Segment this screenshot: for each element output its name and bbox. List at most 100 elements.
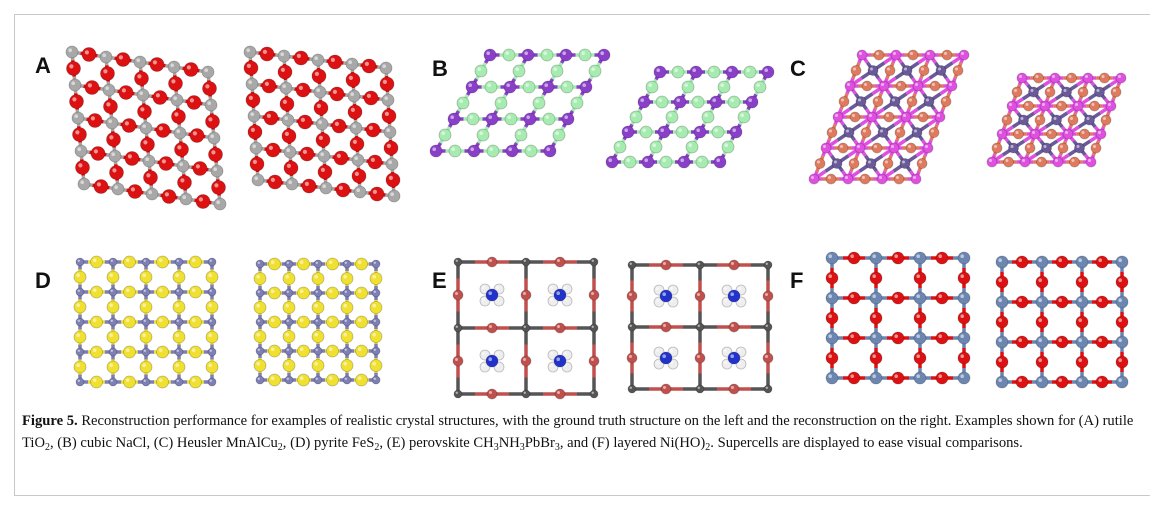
atom-highlight: [1011, 145, 1014, 148]
atom-highlight: [455, 358, 458, 361]
atom: [487, 257, 497, 267]
atom: [579, 49, 591, 61]
atom-highlight: [629, 293, 632, 296]
atom-highlight: [998, 358, 1002, 362]
atom: [184, 63, 198, 77]
atom: [208, 132, 220, 144]
atom-highlight: [920, 114, 923, 117]
atom: [356, 258, 368, 270]
atom-highlight: [371, 158, 375, 162]
atom-highlight: [885, 161, 888, 164]
atom: [208, 378, 216, 386]
atom-highlight: [142, 124, 146, 128]
atom: [646, 81, 658, 93]
caption-text: NH: [499, 435, 520, 451]
atom-highlight: [680, 158, 684, 162]
atom: [372, 260, 380, 268]
atom-highlight: [300, 347, 304, 351]
atom: [206, 115, 220, 129]
atom-highlight: [382, 64, 386, 68]
atom: [555, 323, 565, 333]
atom-highlight: [872, 314, 876, 318]
atom-highlight: [535, 99, 539, 103]
atom: [122, 119, 136, 133]
atom: [1116, 376, 1128, 388]
atom-highlight: [486, 51, 490, 55]
atom: [1078, 87, 1088, 97]
atom-highlight: [714, 128, 718, 132]
atom-highlight: [1118, 358, 1122, 362]
atom: [832, 159, 842, 169]
atom-highlight: [350, 92, 354, 96]
atom-highlight: [557, 325, 560, 328]
atom-highlight: [524, 51, 528, 55]
atom: [370, 273, 382, 285]
atom-highlight: [1118, 318, 1122, 322]
atom-highlight: [299, 86, 303, 90]
atom-highlight: [489, 325, 492, 328]
atom-highlight: [546, 147, 550, 151]
atom-highlight: [880, 130, 883, 133]
atom-highlight: [525, 83, 529, 87]
atom: [878, 128, 888, 138]
atom: [763, 291, 773, 301]
atom: [343, 260, 351, 268]
atom: [368, 155, 382, 169]
atom: [589, 356, 599, 366]
atom: [140, 331, 152, 343]
atom: [76, 161, 90, 175]
panel-label: C: [790, 56, 806, 81]
atom-highlight: [146, 173, 150, 177]
atom: [283, 360, 295, 372]
atom: [1068, 115, 1078, 125]
atom: [168, 61, 180, 73]
atom-highlight: [281, 68, 285, 72]
atom-highlight: [256, 304, 260, 308]
atom: [107, 133, 121, 147]
atom-highlight: [544, 83, 548, 87]
atom-highlight: [76, 333, 80, 337]
atom-highlight: [872, 354, 876, 358]
atom: [996, 336, 1008, 348]
atom: [873, 97, 883, 107]
atom: [352, 169, 366, 183]
atom: [366, 123, 380, 137]
atom: [628, 323, 636, 331]
atom: [107, 331, 119, 343]
atom: [1053, 157, 1063, 167]
atom-highlight: [208, 303, 212, 307]
atom-highlight: [919, 161, 922, 164]
atom-highlight: [386, 128, 390, 132]
atom: [298, 316, 310, 328]
atom-highlight: [555, 131, 559, 135]
atom-highlight: [663, 324, 666, 327]
atom: [283, 331, 295, 343]
atom-highlight: [960, 314, 964, 318]
atom: [1056, 296, 1068, 308]
atom-highlight: [656, 287, 659, 290]
atom: [173, 331, 185, 343]
figure-caption: Figure 5. Reconstruction performance for…: [22, 410, 1134, 454]
atom-highlight: [564, 352, 567, 355]
atom-highlight: [630, 325, 632, 327]
atom: [722, 141, 734, 153]
atom: [918, 112, 928, 122]
atom-highlight: [926, 99, 929, 102]
atom-highlight: [354, 156, 358, 160]
atom-highlight: [258, 291, 260, 293]
atom-highlight: [684, 83, 688, 87]
atom: [666, 111, 678, 123]
atom: [298, 258, 310, 270]
atom-highlight: [724, 361, 727, 364]
atom-highlight: [916, 294, 920, 298]
atom-highlight: [182, 195, 186, 199]
atom-highlight: [608, 158, 612, 162]
atom: [936, 252, 948, 264]
atom: [877, 174, 887, 184]
atom-highlight: [874, 145, 877, 148]
atom: [177, 160, 189, 172]
atom: [883, 159, 893, 169]
atom: [212, 181, 226, 195]
atom-highlight: [692, 68, 696, 72]
atom-highlight: [210, 260, 212, 262]
